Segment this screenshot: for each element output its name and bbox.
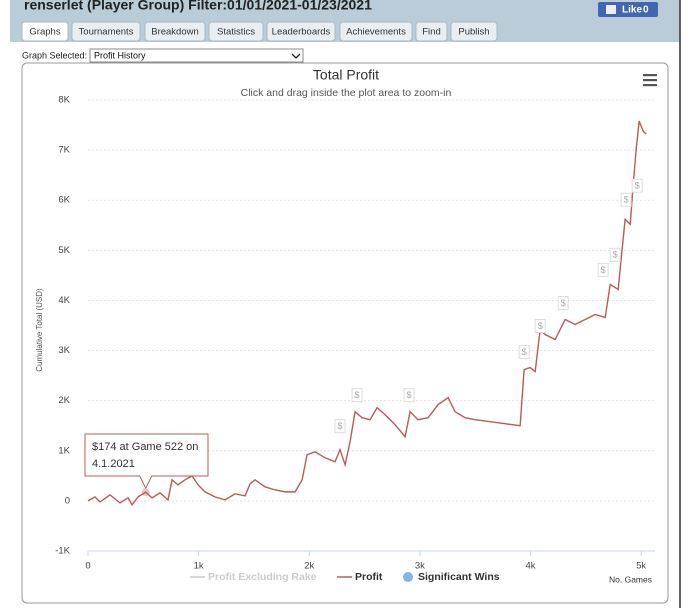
y-tick-label: 6K	[58, 195, 70, 206]
flag-symbol: $	[601, 265, 606, 275]
legend-label[interactable]: Profit	[355, 571, 383, 583]
y-tick-label: 7K	[58, 145, 70, 156]
x-tick-label: 3k	[415, 561, 425, 572]
x-tick-label: 1k	[194, 561, 204, 572]
select-value[interactable]: Profit History	[94, 50, 146, 60]
significant-win-flag	[518, 345, 530, 360]
tab[interactable]	[415, 21, 448, 42]
y-tick-label: 2K	[58, 395, 70, 406]
x-tick-label: 5k	[636, 561, 646, 572]
menu-bar[interactable]	[643, 84, 657, 87]
graph-select[interactable]: Profit History	[89, 48, 304, 63]
tab-label[interactable]: Achievements	[346, 27, 406, 38]
tooltip-box	[84, 433, 209, 490]
flag-symbol: $	[338, 421, 343, 431]
significant-win-flag	[557, 295, 569, 310]
y-tick-label: 4K	[58, 295, 70, 306]
menu-button[interactable]	[643, 74, 657, 87]
menu-bar[interactable]	[643, 74, 657, 77]
significant-win-flag	[351, 388, 363, 403]
like-count[interactable]: 0	[643, 5, 649, 16]
y-tick-label: 8K	[58, 95, 70, 106]
y-tick-label: 0	[65, 495, 70, 506]
profit-line	[87, 120, 647, 507]
flag-symbol: $	[522, 347, 527, 357]
x-tick-label: 2k	[304, 561, 314, 572]
significant-win-flag	[534, 319, 546, 334]
legend-label[interactable]: Profit Excluding Rake	[208, 571, 317, 583]
tab-label[interactable]: Tournaments	[79, 27, 134, 38]
tooltip-point	[141, 488, 150, 497]
like-button[interactable]: Like 0	[598, 2, 658, 17]
tab[interactable]	[21, 21, 69, 42]
significant-win-flag	[597, 262, 609, 277]
flag-symbol: $	[355, 390, 360, 400]
plot: -1K 0 1K 2K 3K 4K 5K 6K 7K 8K 0 1k 2k 3k 4k 5k Profit Ex…	[55, 95, 655, 583]
tab-label[interactable]: Statistics	[217, 27, 255, 38]
legend-marker[interactable]	[403, 572, 413, 582]
tab-label[interactable]: Breakdown	[151, 27, 199, 38]
tab-bar: Graphs Tournaments Breakdown Statistics Lead…	[21, 21, 498, 42]
chart-subtitle: Click and drag inside the plot area to z…	[241, 87, 452, 99]
select-arrow[interactable]	[291, 53, 301, 59]
flag-symbol: $	[407, 390, 412, 400]
y-tick-label: 5K	[58, 245, 70, 256]
significant-win-flag	[403, 388, 415, 403]
legend-label[interactable]: Significant Wins	[418, 571, 500, 583]
tab[interactable]	[339, 21, 413, 42]
selector-label: Graph Selected:	[22, 50, 87, 60]
tab[interactable]	[450, 21, 498, 42]
tooltip-text: 4.1.2021	[92, 458, 135, 470]
significant-win-flag	[620, 192, 632, 207]
chart-frame	[21, 62, 669, 604]
y-tick-label: 1K	[58, 445, 70, 456]
y-axis-label: Cumulative Total (USD)	[35, 288, 44, 372]
flag-symbol: $	[624, 195, 629, 205]
tab[interactable]	[208, 21, 264, 42]
tab[interactable]	[266, 21, 336, 42]
y-tick-label: 3K	[58, 345, 70, 356]
flag-symbol: $	[635, 181, 640, 191]
tab-label[interactable]: Publish	[458, 27, 489, 38]
significant-win-flag	[334, 419, 346, 434]
flag-symbol: $	[538, 321, 543, 331]
chart-title: Total Profit	[313, 67, 379, 83]
y-tick-label: -1K	[55, 546, 70, 557]
x-tick-label: 0	[85, 561, 90, 572]
tooltip: $174 at Game 522 on 4.1.2021	[84, 433, 209, 497]
significant-win-flag	[631, 178, 643, 193]
tab-label[interactable]: Find	[422, 27, 440, 38]
flag-symbol: $	[561, 298, 566, 308]
x-tick-label: 4k	[526, 561, 536, 572]
tab[interactable]	[144, 21, 206, 42]
flag-symbol: $	[613, 250, 618, 260]
like-label[interactable]: Like	[622, 5, 642, 16]
header-title: renserlet (Player Group) Filter:01/01/20…	[24, 0, 372, 13]
x-axis-label: No. Games	[609, 574, 652, 584]
tab[interactable]	[71, 21, 141, 42]
like-icon[interactable]	[606, 5, 616, 14]
tab-label[interactable]: Graphs	[29, 27, 60, 38]
select-box[interactable]	[89, 48, 304, 63]
tab-label[interactable]: Leaderboards	[272, 27, 331, 38]
menu-bar[interactable]	[643, 79, 657, 82]
significant-win-flag	[609, 247, 621, 262]
tooltip-text: $174 at Game 522 on	[92, 441, 198, 453]
